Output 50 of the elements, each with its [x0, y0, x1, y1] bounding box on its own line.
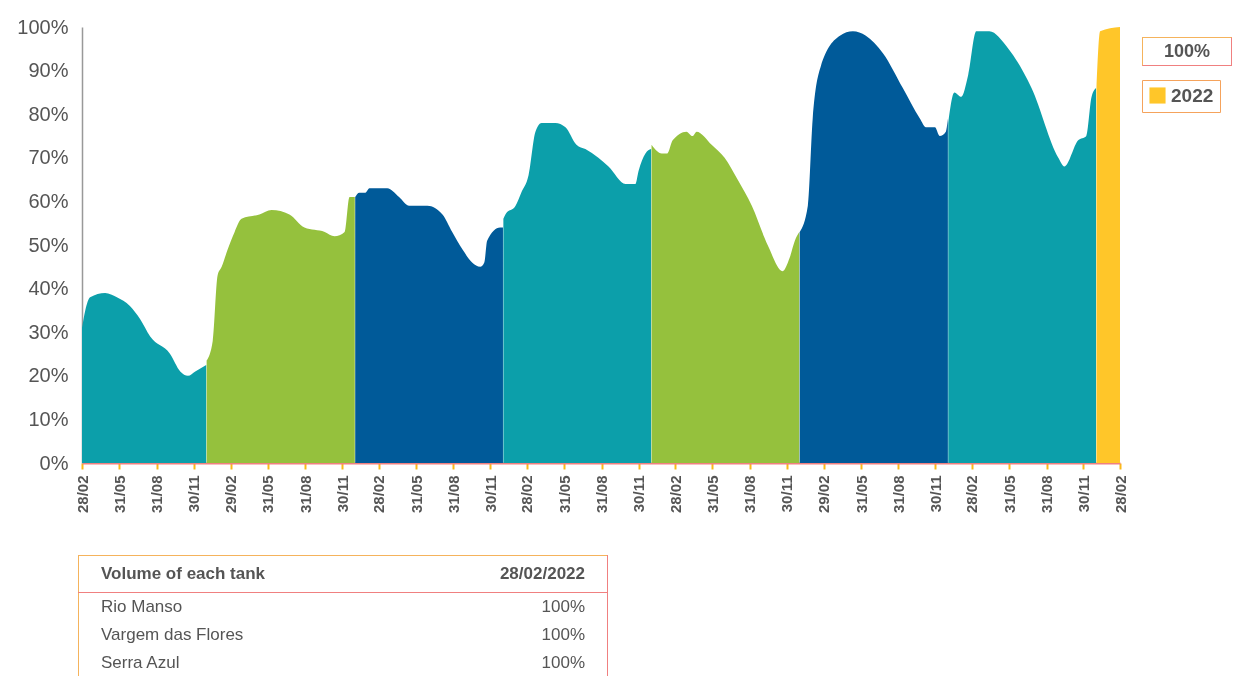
x-tick-label: 31/08	[296, 475, 314, 514]
x-tick-label: 28/02	[73, 475, 91, 514]
y-tick-label: 100%	[17, 15, 69, 38]
x-tick-label: 31/08	[593, 475, 611, 514]
y-tick-label: 60%	[28, 189, 69, 212]
y-tick-label: 50%	[28, 233, 69, 256]
x-tick-label: 31/05	[852, 475, 870, 514]
x-tick-label: 31/05	[703, 475, 721, 514]
text: 100%	[1142, 37, 1232, 66]
y-tick-label: 0%	[39, 451, 69, 474]
x-tick-label: 30/11	[185, 475, 203, 513]
x-tick-label: 31/05	[259, 475, 277, 514]
x-tick-label: 31/05	[555, 475, 573, 514]
text: Vargem das Flores	[78, 621, 405, 649]
x-tick-label: 28/02	[518, 475, 536, 514]
x-tick-label: 28/02	[666, 475, 684, 514]
y-tick-label: 90%	[28, 59, 69, 82]
y-tick-label: 30%	[28, 320, 69, 343]
x-tick-label: 30/11	[333, 475, 351, 513]
x-tick-label: 31/08	[889, 475, 907, 514]
x-tick-label: 29/02	[222, 475, 240, 514]
y-tick-label: 40%	[28, 277, 69, 300]
y-tick-label: 80%	[28, 102, 69, 125]
x-tick-label: 31/08	[444, 475, 462, 514]
y-tick-label: 20%	[28, 364, 69, 387]
text: 100%	[404, 649, 608, 676]
x-tick-label: 30/11	[1074, 475, 1092, 513]
text: Volume of each tank	[78, 555, 405, 593]
text: Serra Azul	[78, 649, 405, 676]
y-tick-label: 70%	[28, 146, 69, 169]
x-tick-label: 31/05	[1000, 475, 1018, 514]
x-tick-label: 31/08	[1038, 475, 1056, 514]
x-tick-label: 31/05	[110, 475, 128, 514]
text: Rio Manso	[78, 592, 405, 621]
x-tick-label: 28/02	[1111, 475, 1129, 514]
x-tick-label: 30/11	[630, 475, 648, 513]
text: 28/02/2022	[404, 555, 608, 593]
y-tick-label: 10%	[28, 407, 69, 430]
x-tick-label: 31/08	[148, 475, 166, 514]
x-tick-label: 30/11	[778, 475, 796, 513]
text: 100%	[404, 592, 608, 621]
x-tick-label: 30/11	[481, 475, 499, 513]
x-tick-label: 31/05	[407, 475, 425, 514]
x-tick-label: 31/08	[741, 475, 759, 514]
legend-label: 2022	[1171, 84, 1214, 106]
x-tick-label: 30/11	[926, 475, 944, 513]
x-tick-label: 28/02	[963, 475, 981, 514]
x-tick-label: 29/02	[815, 475, 833, 514]
text: 100%	[404, 621, 608, 649]
x-tick-label: 28/02	[370, 475, 388, 514]
